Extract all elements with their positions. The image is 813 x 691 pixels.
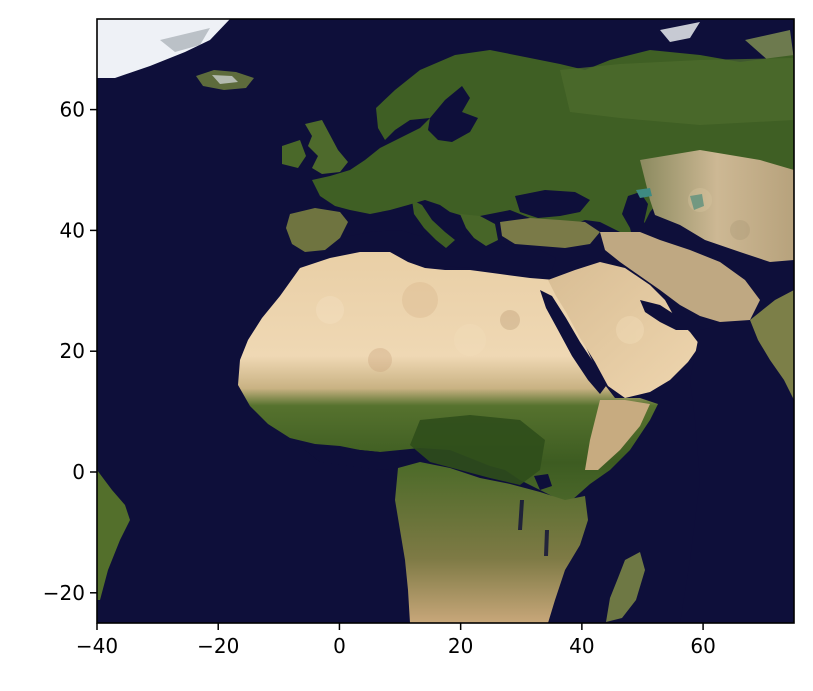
central-asia [640, 150, 794, 262]
y-tick-label: 20 [60, 339, 85, 363]
persian-gulf [640, 300, 688, 330]
south-america [97, 470, 130, 600]
horn-of-africa [585, 400, 650, 470]
x-tick-label: −40 [76, 634, 118, 658]
x-tick-label: 20 [448, 634, 473, 658]
axes-frame [96, 18, 795, 624]
map-image [97, 19, 794, 623]
x-tick-label: 60 [690, 634, 715, 658]
arabian-sea [680, 322, 794, 623]
baltic-sea [428, 86, 478, 142]
y-tick-label: 0 [72, 460, 85, 484]
terrain-texture [316, 188, 750, 372]
madagascar [606, 552, 645, 622]
italy [412, 200, 455, 248]
x-tick-label: 0 [333, 634, 346, 658]
congo-forest [410, 415, 545, 485]
great-britain [305, 120, 348, 174]
lake-victoria [534, 474, 552, 490]
mediterranean-sea [335, 228, 556, 274]
iran [600, 232, 760, 322]
arabian-peninsula [548, 262, 700, 398]
y-tick-label: 60 [60, 98, 85, 122]
y-tick-label: −20 [43, 581, 85, 605]
x-axis: −40 −20 0 20 40 60 [76, 623, 716, 658]
red-sea [540, 290, 606, 394]
x-tick-label: 40 [569, 634, 594, 658]
x-tick-label: −20 [197, 634, 239, 658]
ireland [282, 140, 306, 168]
anatolia [500, 218, 600, 248]
india [750, 290, 794, 400]
black-sea [515, 190, 590, 218]
iberia [286, 208, 348, 252]
y-tick-label: 40 [60, 218, 85, 242]
africa-south [395, 462, 588, 623]
y-axis: −20 0 20 40 60 [43, 98, 97, 605]
